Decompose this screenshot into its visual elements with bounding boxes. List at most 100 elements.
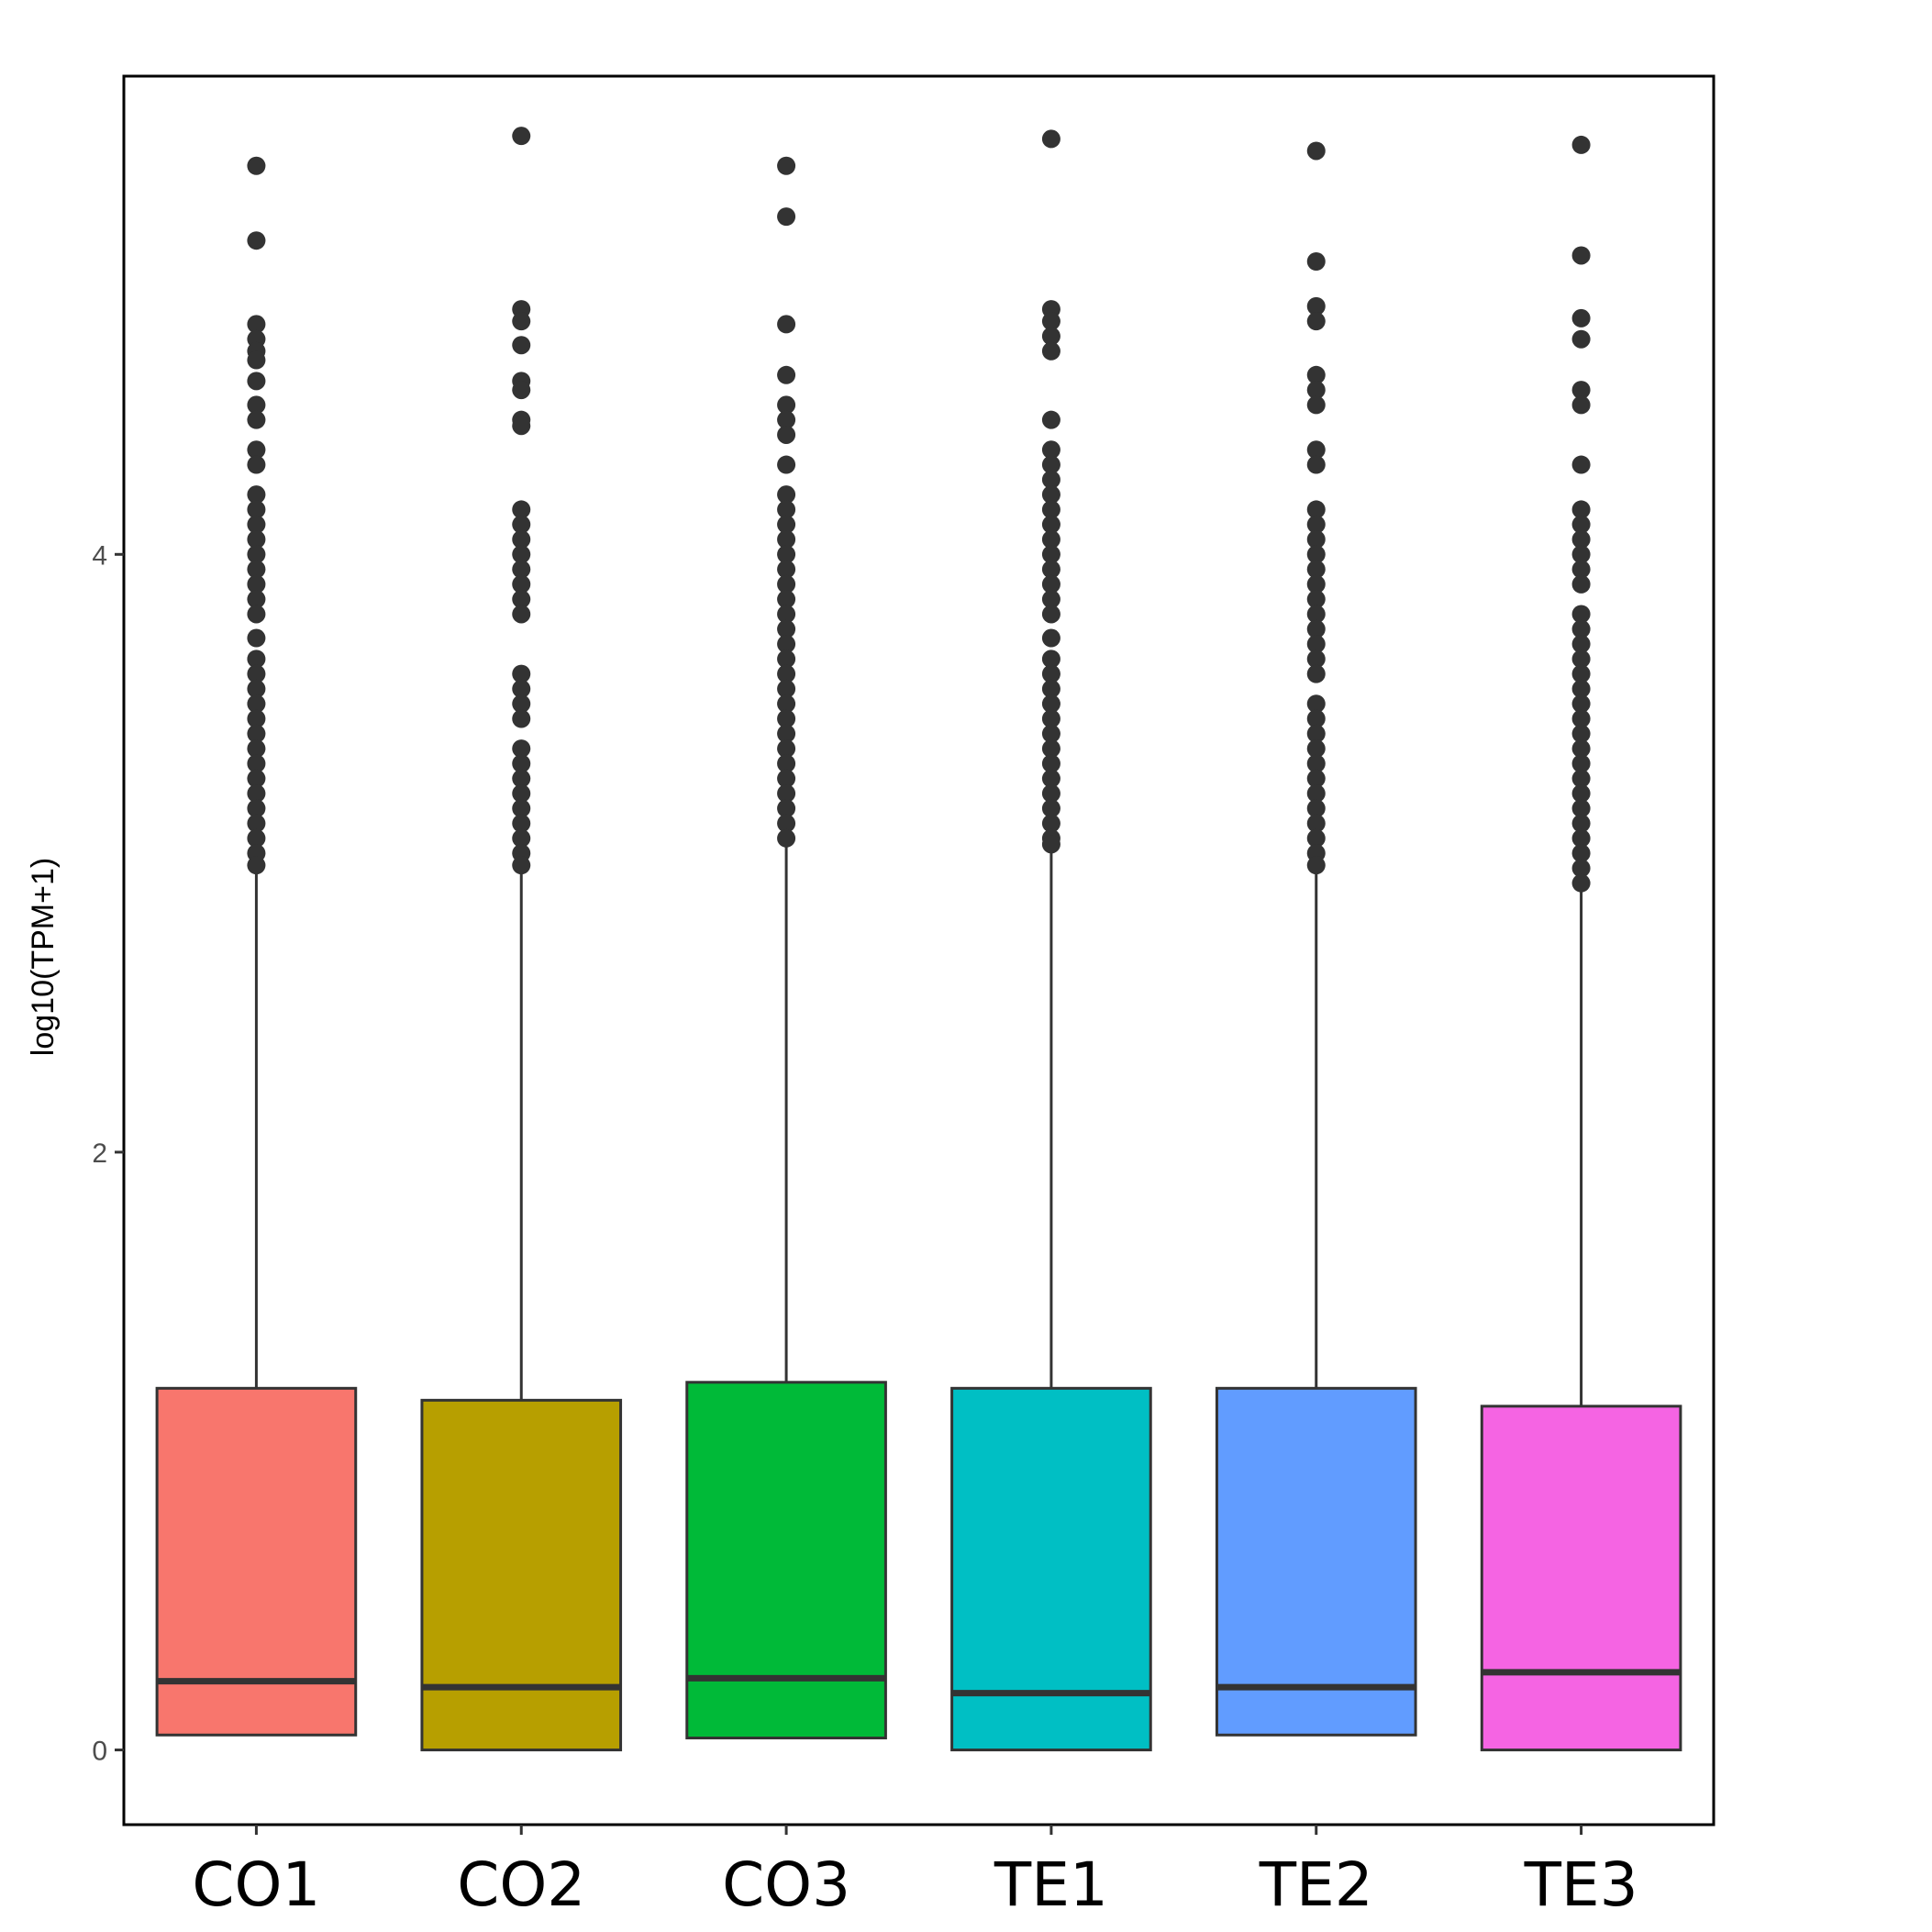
- outlier-point: [512, 590, 531, 609]
- outlier-point: [777, 664, 796, 683]
- outlier-point: [247, 754, 266, 773]
- outlier-point: [1041, 500, 1060, 519]
- outlier-point: [777, 207, 796, 227]
- outlier-point: [247, 783, 266, 803]
- outlier-point: [247, 395, 266, 415]
- outlier-point: [1041, 724, 1060, 743]
- outlier-point: [247, 709, 266, 728]
- outlier-point: [512, 381, 531, 400]
- outlier-point: [247, 156, 266, 175]
- outlier-point: [1571, 844, 1591, 863]
- outlier-point: [247, 530, 266, 550]
- x-tick-label-te2: TE2: [1259, 1849, 1373, 1920]
- outlier-point: [247, 315, 266, 334]
- outlier-point: [247, 679, 266, 698]
- x-tick-label-te1: TE1: [994, 1849, 1108, 1920]
- outlier-point: [1571, 619, 1591, 638]
- outlier-point: [247, 769, 266, 788]
- outlier-point: [1306, 574, 1326, 594]
- outlier-point: [777, 500, 796, 519]
- outlier-point: [512, 336, 531, 355]
- x-tick-label-co1: CO1: [192, 1849, 320, 1920]
- outlier-point: [1306, 694, 1326, 714]
- outlier-point: [1571, 664, 1591, 683]
- outlier-point: [1571, 724, 1591, 743]
- outlier-point: [1041, 709, 1060, 728]
- outlier-point: [1041, 650, 1060, 669]
- outlier-point: [247, 724, 266, 743]
- outlier-point: [777, 754, 796, 773]
- outlier-point: [1571, 500, 1591, 519]
- outlier-point: [512, 545, 531, 564]
- outlier-point: [512, 416, 531, 436]
- outlier-point: [1041, 545, 1060, 564]
- outlier-point: [1041, 470, 1060, 489]
- outlier-point: [247, 605, 266, 624]
- outlier-point: [1041, 739, 1060, 759]
- outlier-point: [1041, 694, 1060, 714]
- outlier-point: [777, 635, 796, 654]
- x-axis: CO1 CO2 CO3 TE1 TE2 TE3: [192, 1825, 1638, 1920]
- outlier-point: [1041, 560, 1060, 579]
- outlier-point: [1571, 135, 1591, 154]
- outlier-point: [247, 440, 266, 460]
- outlier-point: [1306, 754, 1326, 773]
- outlier-point: [247, 500, 266, 519]
- y-tick-label: 2: [92, 1138, 107, 1169]
- outlier-point: [777, 515, 796, 534]
- outlier-point: [512, 709, 531, 728]
- outlier-point: [777, 828, 796, 848]
- outlier-point: [1306, 724, 1326, 743]
- outlier-point: [247, 650, 266, 669]
- outlier-point: [512, 694, 531, 714]
- box-group-te3: [1480, 135, 1682, 1752]
- outlier-point: [1306, 635, 1326, 654]
- outlier-point: [1571, 574, 1591, 594]
- outlier-point: [1571, 859, 1591, 878]
- outlier-point: [247, 828, 266, 848]
- outlier-point: [1041, 129, 1060, 149]
- outlier-point: [1041, 769, 1060, 788]
- outlier-point: [512, 799, 531, 818]
- outlier-point: [777, 783, 796, 803]
- outlier-point: [1571, 709, 1591, 728]
- x-tick-label-te3: TE3: [1524, 1849, 1638, 1920]
- outlier-point: [1041, 485, 1060, 505]
- outlier-point: [1041, 783, 1060, 803]
- outlier-point: [1306, 500, 1326, 519]
- outlier-point: [1041, 455, 1060, 474]
- outlier-point: [1571, 605, 1591, 624]
- outlier-point: [1041, 754, 1060, 773]
- outlier-point: [1571, 530, 1591, 550]
- outlier-point: [512, 769, 531, 788]
- outlier-point: [1571, 694, 1591, 714]
- outlier-point: [777, 410, 796, 429]
- outlier-point: [777, 485, 796, 505]
- outlier-point: [247, 814, 266, 833]
- outlier-point: [1306, 828, 1326, 848]
- outlier-point: [777, 619, 796, 638]
- outlier-point: [777, 694, 796, 714]
- outlier-point: [777, 739, 796, 759]
- box: [420, 1398, 623, 1752]
- outlier-point: [1306, 530, 1326, 550]
- outlier-point: [247, 410, 266, 429]
- outlier-point: [1041, 605, 1060, 624]
- outlier-point: [1306, 365, 1326, 384]
- outlier-point: [1571, 635, 1591, 654]
- outlier-point: [1571, 679, 1591, 698]
- outlier-point: [1306, 560, 1326, 579]
- outlier-point: [247, 590, 266, 609]
- outlier-point: [512, 856, 531, 875]
- outlier-point: [777, 395, 796, 415]
- outlier-point: [512, 679, 531, 698]
- outlier-point: [1041, 799, 1060, 818]
- outlier-point: [512, 530, 531, 550]
- outlier-point: [512, 127, 531, 146]
- box: [155, 1386, 358, 1737]
- outlier-point: [1306, 605, 1326, 624]
- outlier-point: [512, 664, 531, 683]
- outlier-point: [1306, 545, 1326, 564]
- outlier-point: [1306, 619, 1326, 638]
